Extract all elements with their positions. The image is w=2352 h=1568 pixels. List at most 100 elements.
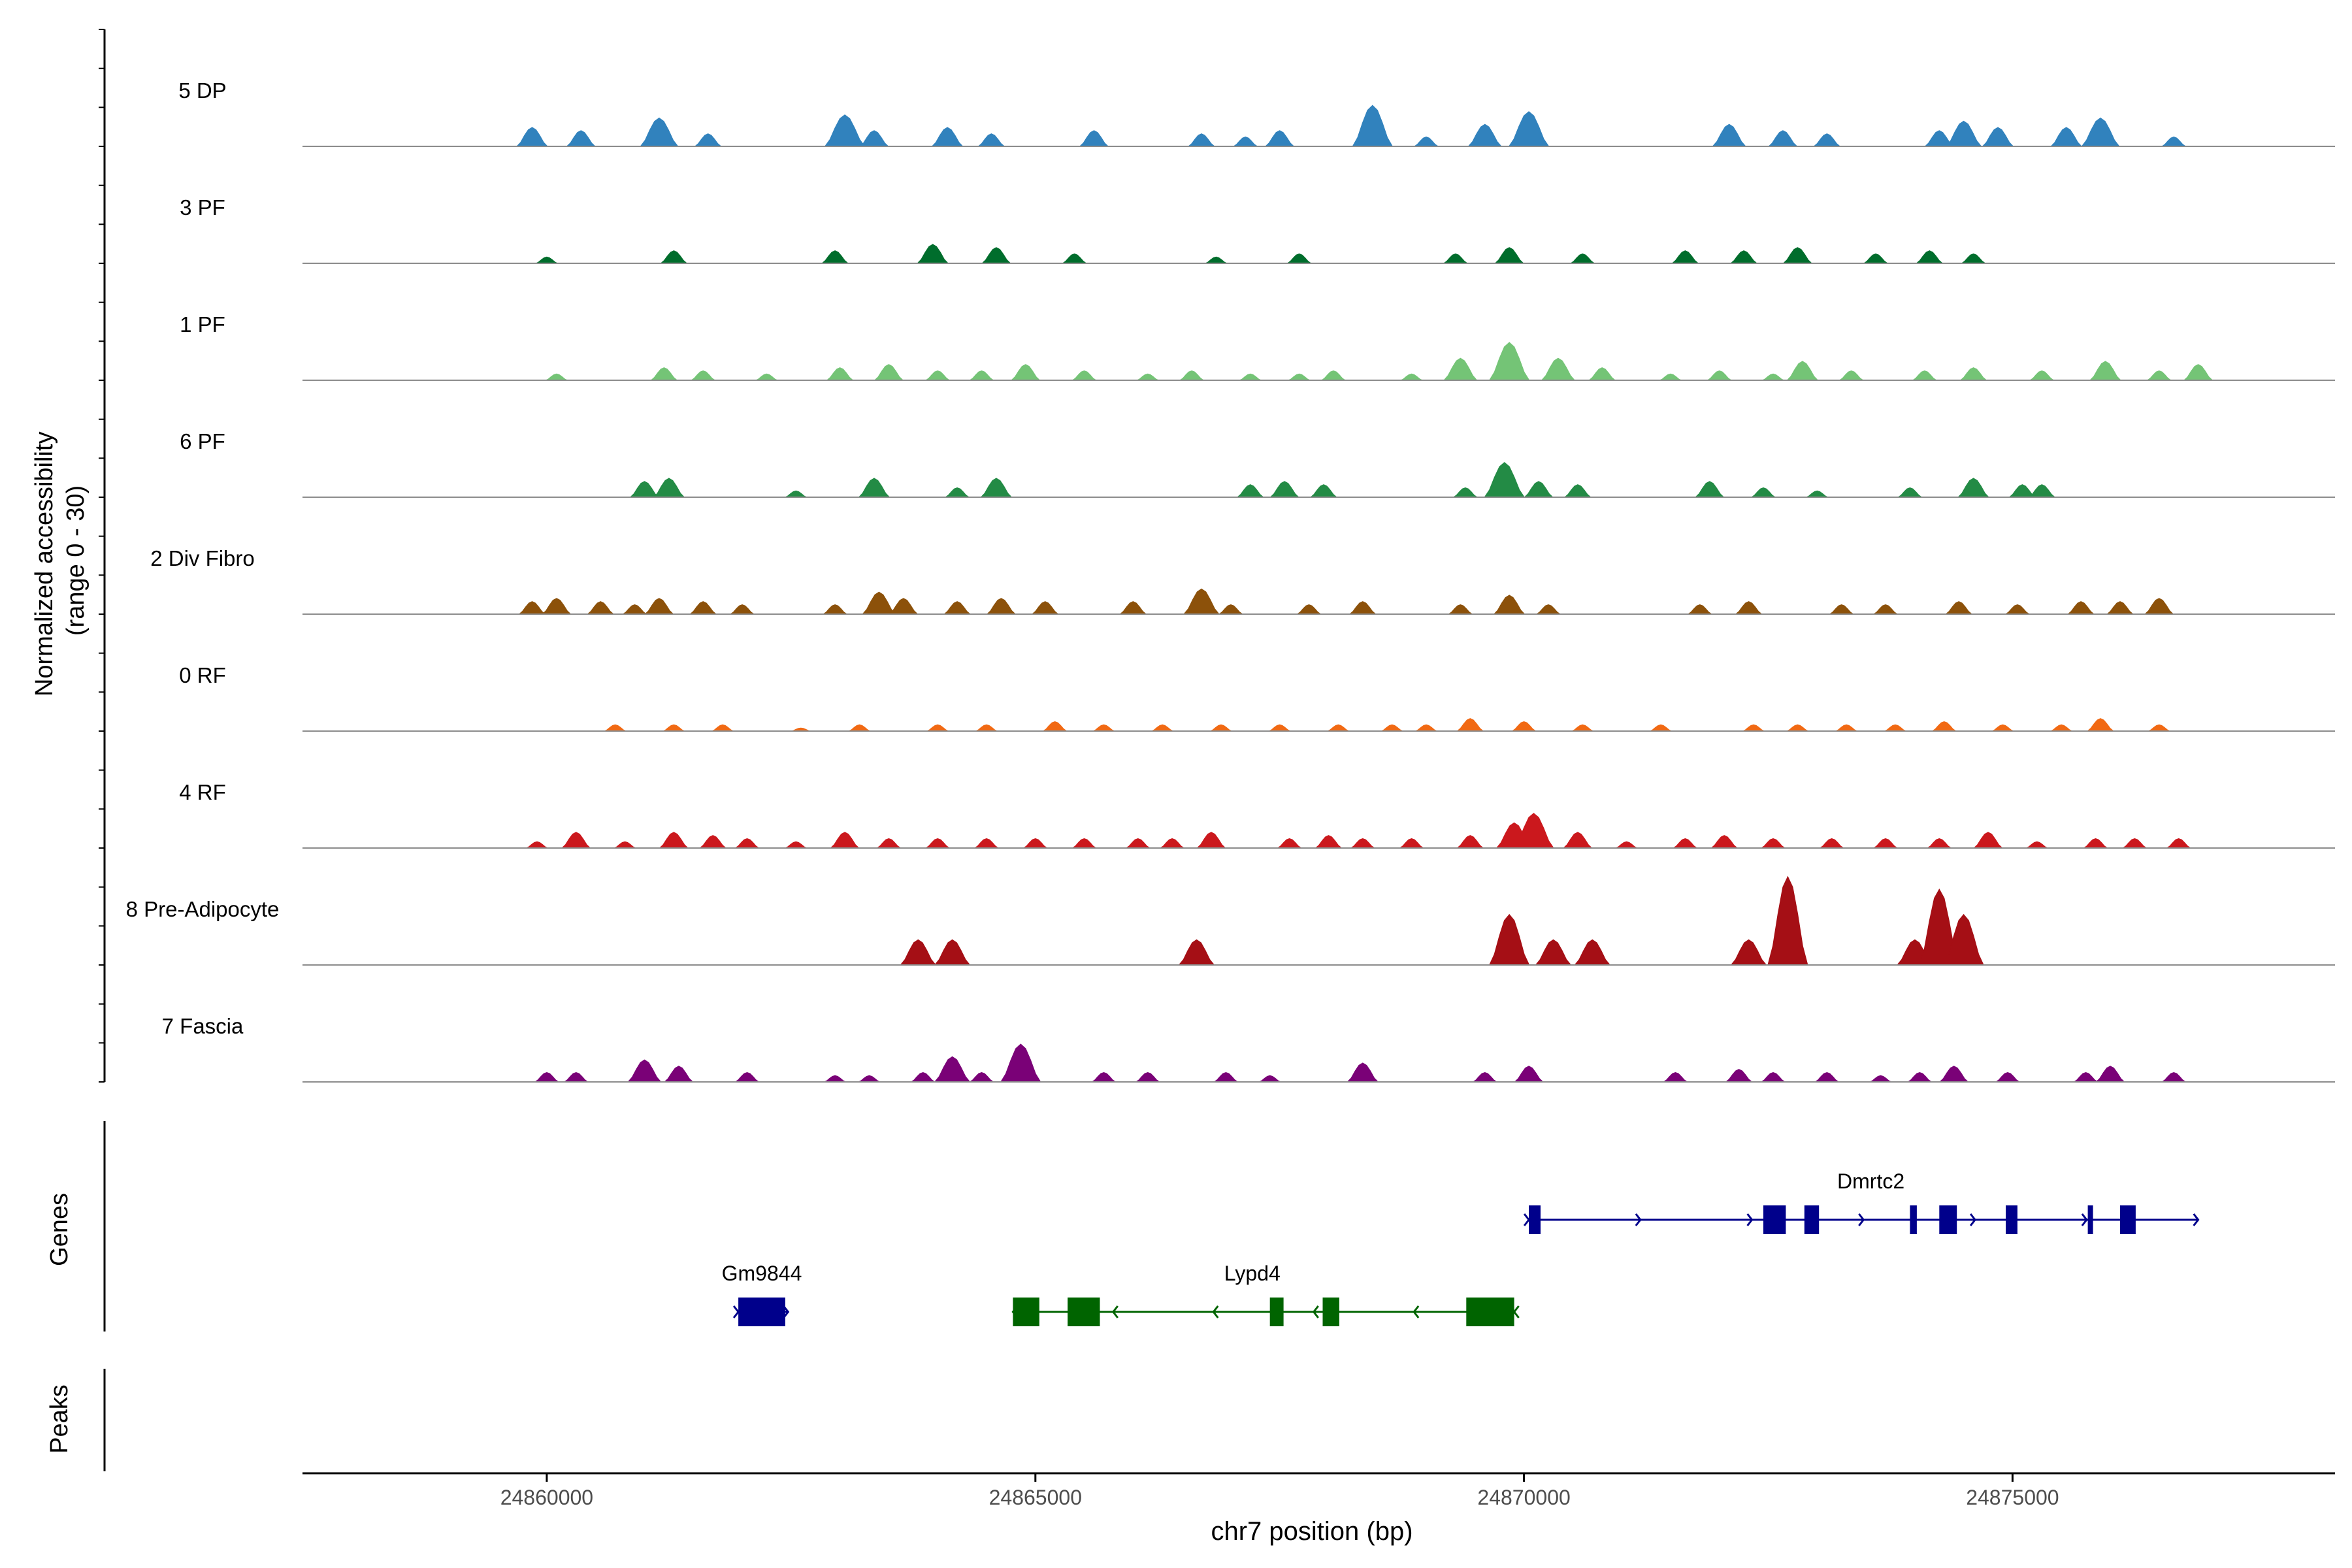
accessibility-peak [1196,832,1226,849]
strand-chevron [1969,1213,1976,1226]
gene-gm9844: Gm9844 [722,1262,802,1326]
accessibility-peak [2029,370,2055,381]
accessibility-peak [1869,1075,1892,1083]
accessibility-peak [1398,838,1425,849]
accessibility-peak [2004,604,2031,615]
accessibility-peak [2095,1066,2125,1083]
x-tick-label: 24875000 [1966,1486,2059,1509]
accessibility-peak [1276,838,1303,849]
accessibility-peak [1786,724,1809,732]
accessibility-peak [1650,724,1672,732]
accessibility-peak [858,478,890,498]
accessibility-peak [1659,373,1682,381]
gene-exon [2120,1205,2136,1234]
accessibility-peak [1296,604,1322,615]
accessibility-peak [1730,939,1767,966]
accessibility-peak [926,724,949,732]
accessibility-peak [1179,370,1205,381]
accessibility-peak [1092,724,1115,732]
accessibility-peak [1514,1066,1544,1083]
accessibility-peak [1915,250,1944,264]
accessibility-peak [821,250,849,264]
gene-exon [1322,1298,1339,1326]
y-axis-label-line2: (range 0 - 30) [62,485,90,636]
accessibility-peak [1906,1071,1933,1083]
gene-exon [2087,1205,2093,1234]
strand-chevron [1858,1213,1865,1226]
track-2-div-fibro: 2 Div Fibro [150,546,2335,615]
accessibility-peak [2066,601,2095,615]
accessibility-peak [1762,373,1784,381]
left-axis [99,29,106,1083]
accessibility-peak [2121,838,2148,849]
gene-exon [1804,1205,1820,1234]
x-axis-label: chr7 position (bp) [1211,1517,1413,1546]
track-label: 1 PF [180,312,225,336]
accessibility-peak [1945,120,1982,147]
accessibility-peak [627,1059,662,1083]
accessibility-peak [1960,253,1987,264]
accessibility-peak [934,939,971,966]
x-tick-label: 24860000 [500,1486,593,1509]
accessibility-peak [1239,373,1262,381]
accessibility-peak [2161,1071,2187,1083]
gene-lypd4: Lypd4 [1011,1262,1520,1326]
gene-label: Gm9844 [722,1262,802,1285]
accessibility-peak [1767,875,1808,966]
gene-dmrtc2: Dmrtc2 [1523,1169,2200,1234]
accessibility-peak [2026,841,2048,849]
accessibility-peak [1488,342,1530,381]
track-label: 8 Pre-Adipocyte [126,897,280,921]
accessibility-peak [1712,123,1746,147]
accessibility-peak [755,373,778,381]
peaks-panel-label: Peaks [46,1384,73,1454]
track-label: 3 PF [180,195,225,220]
accessibility-peak [1071,838,1098,849]
accessibility-peak [980,478,1013,498]
accessibility-peak [2161,136,2187,147]
accessibility-peak [536,256,558,264]
track-label: 0 RF [179,663,226,687]
y-axis-label-line1: Normalized accessibility [31,432,58,696]
accessibility-peak [561,832,591,849]
accessibility-peak [1760,1071,1786,1083]
accessibility-peak [1134,1071,1161,1083]
accessibility-peak [1710,835,1739,849]
accessibility-peak [2144,598,2174,615]
accessibility-peak [1944,601,1973,615]
accessibility-peak [1232,136,1259,147]
accessibility-peak [1706,370,1733,381]
accessibility-peak [1494,247,1525,264]
accessibility-peak [1911,370,1938,381]
accessibility-peak [1210,724,1232,732]
accessibility-peak [1524,481,1554,498]
accessibility-peak [640,117,679,147]
strand-chevron [2193,1213,2200,1226]
gene-exon [2006,1205,2017,1234]
accessibility-peak [711,724,734,732]
accessibility-peak [1061,253,1088,264]
accessibility-peak [546,373,568,381]
accessibility-peak [1286,253,1313,264]
accessibility-peak [1735,601,1763,615]
accessibility-peak [1672,838,1699,849]
accessibility-peak [1151,724,1173,732]
accessibility-peak [604,724,627,732]
track-4-rf: 4 RF [179,780,2335,849]
gene-label: Lypd4 [1224,1262,1281,1285]
accessibility-peak [660,250,688,264]
gene-exon [1068,1298,1100,1326]
accessibility-peak [1541,357,1576,381]
accessibility-peak [1897,487,1923,498]
accessibility-peak [2086,718,2115,732]
accessibility-peak [621,604,648,615]
accessibility-peak [1493,595,1526,615]
accessibility-peak [931,127,964,147]
accessibility-peak [2072,1071,2099,1083]
accessibility-peak [1535,604,1561,615]
accessibility-peak [924,370,951,381]
accessibility-peak [1973,832,2004,849]
accessibility-peak [1943,913,1984,966]
accessibility-peak [981,247,1011,264]
gene-exon [1910,1205,1917,1234]
